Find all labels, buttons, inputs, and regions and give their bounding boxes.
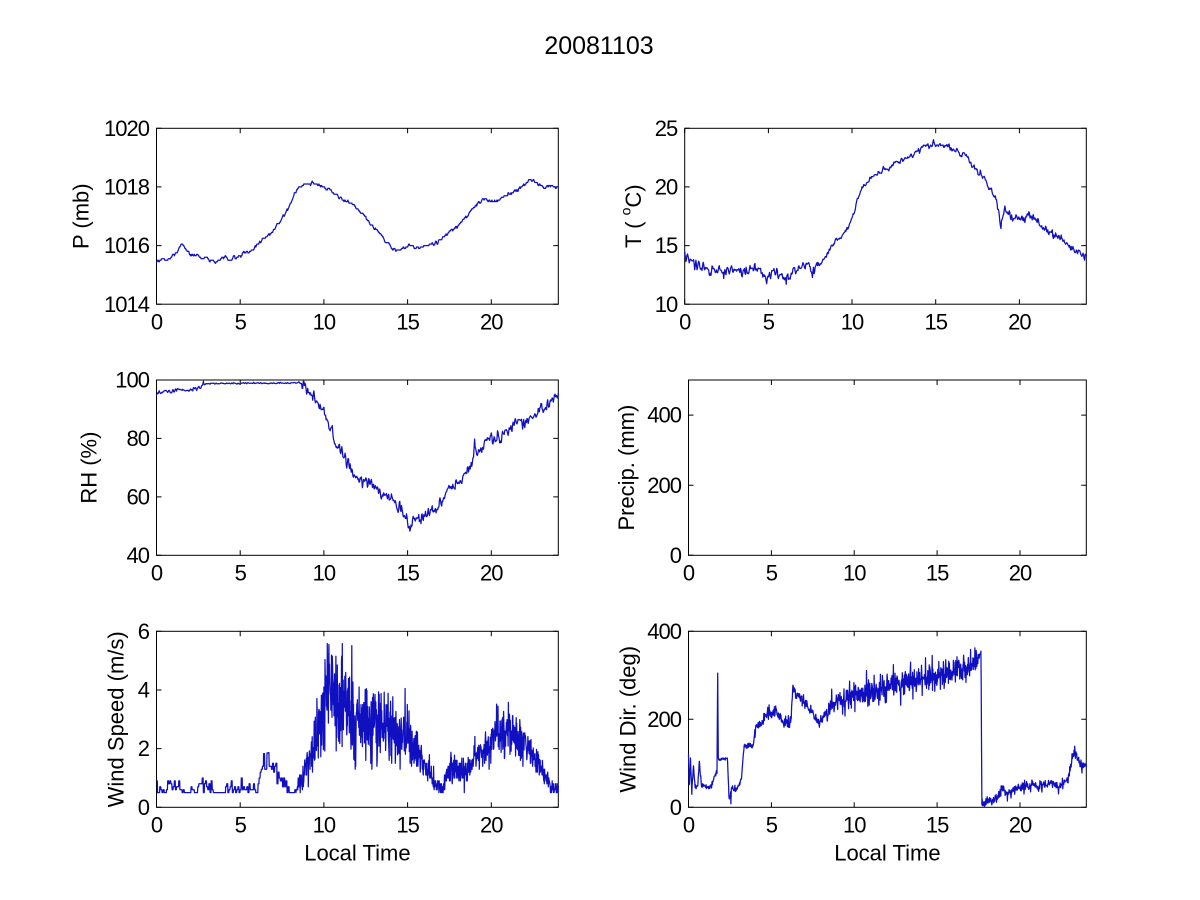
svg-text:0: 0 (683, 561, 695, 586)
svg-text:10: 10 (655, 292, 678, 317)
svg-text:1014: 1014 (104, 292, 150, 317)
svg-text:20: 20 (1009, 561, 1032, 586)
svg-text:15: 15 (396, 310, 419, 335)
svg-text:0: 0 (683, 813, 695, 838)
svg-text:10: 10 (313, 310, 336, 335)
svg-text:5: 5 (763, 310, 775, 335)
svg-text:0: 0 (138, 795, 150, 820)
svg-text:100: 100 (115, 368, 149, 393)
svg-text:4: 4 (138, 678, 150, 703)
svg-text:10: 10 (843, 561, 866, 586)
svg-text:10: 10 (843, 813, 866, 838)
svg-text:10: 10 (313, 813, 336, 838)
svg-text:5: 5 (235, 310, 247, 335)
svg-text:20: 20 (1008, 310, 1031, 335)
svg-text:Local Time: Local Time (304, 841, 410, 866)
svg-text:20081103: 20081103 (544, 32, 653, 60)
svg-text:5: 5 (235, 813, 247, 838)
svg-text:10: 10 (841, 310, 864, 335)
svg-text:400: 400 (647, 619, 681, 644)
svg-text:15: 15 (926, 561, 949, 586)
svg-text:0: 0 (670, 543, 682, 568)
svg-text:15: 15 (396, 813, 419, 838)
svg-text:15: 15 (926, 813, 949, 838)
svg-text:20: 20 (480, 310, 503, 335)
svg-text:5: 5 (766, 561, 778, 586)
svg-text:15: 15 (396, 561, 419, 586)
svg-text:6: 6 (138, 619, 150, 644)
svg-text:200: 200 (647, 473, 681, 498)
svg-text:0: 0 (679, 310, 691, 335)
svg-text:25: 25 (655, 116, 678, 141)
svg-text:20: 20 (1009, 813, 1032, 838)
svg-text:0: 0 (151, 310, 163, 335)
svg-text:15: 15 (655, 233, 678, 258)
svg-text:0: 0 (670, 795, 682, 820)
svg-text:2: 2 (138, 736, 150, 761)
svg-text:20: 20 (480, 813, 503, 838)
svg-text:Local Time: Local Time (834, 841, 940, 866)
svg-text:10: 10 (313, 561, 336, 586)
svg-text:5: 5 (766, 813, 778, 838)
svg-text:20: 20 (655, 175, 678, 200)
svg-text:0: 0 (151, 561, 163, 586)
svg-text:1016: 1016 (104, 233, 150, 258)
svg-text:1018: 1018 (104, 175, 150, 200)
svg-text:20: 20 (480, 561, 503, 586)
svg-text:1020: 1020 (104, 116, 150, 141)
svg-text:Wind Dir. (deg): Wind Dir. (deg) (616, 646, 641, 793)
svg-text:5: 5 (235, 561, 247, 586)
svg-text:0: 0 (151, 813, 163, 838)
svg-text:60: 60 (127, 485, 150, 510)
svg-text:T ( oC): T ( oC) (618, 184, 647, 248)
svg-text:Precip. (mm): Precip. (mm) (614, 405, 639, 531)
svg-text:Wind Speed (m/s): Wind Speed (m/s) (104, 631, 129, 807)
svg-text:P (mb): P (mb) (69, 183, 94, 249)
svg-text:200: 200 (647, 707, 681, 732)
svg-text:80: 80 (127, 426, 150, 451)
svg-text:400: 400 (647, 403, 681, 428)
svg-text:RH (%): RH (%) (77, 432, 102, 504)
svg-text:40: 40 (127, 543, 150, 568)
svg-text:15: 15 (924, 310, 947, 335)
